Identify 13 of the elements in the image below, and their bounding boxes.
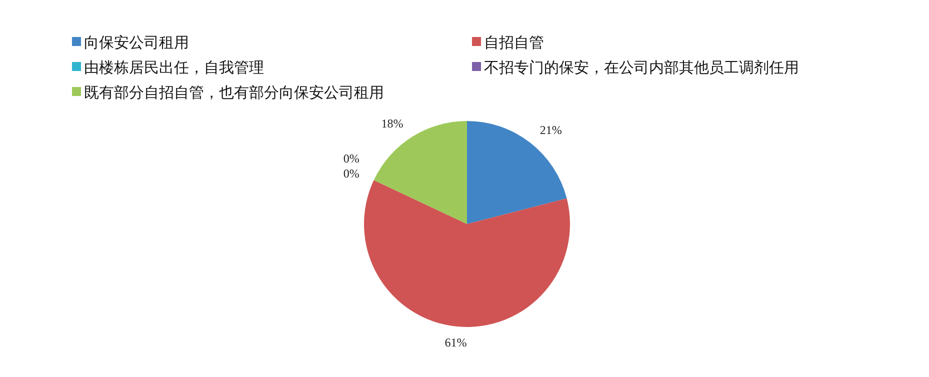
legend-label: 由楼栋居民出任，自我管理	[84, 58, 264, 76]
data-label: 21%	[540, 123, 562, 138]
text: 0%	[343, 152, 360, 166]
text: 0%	[343, 166, 360, 181]
legend-label: 自招自管	[484, 33, 544, 52]
pie-slice	[364, 180, 570, 327]
legend-label: 向保安公司租用	[84, 33, 189, 52]
legend-label: 不招专门的保安，在公司内部其他员工调剂任用	[484, 58, 799, 76]
data-label: 18%	[381, 116, 404, 131]
pie-slice	[374, 121, 467, 224]
legend-label: 既有部分自招自管，也有部分向保安公司租用	[84, 83, 384, 102]
pie-slice	[467, 121, 567, 224]
data-label: 61%	[444, 336, 467, 350]
